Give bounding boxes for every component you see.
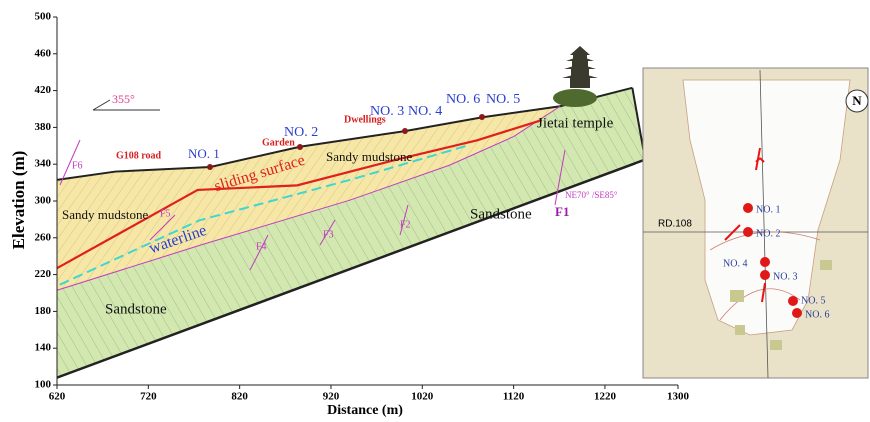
x-tick-label: 920: [323, 391, 340, 403]
map-point: [788, 296, 798, 306]
x-tick-label: 1300: [667, 391, 690, 403]
annotation: NO. 6: [446, 92, 480, 107]
y-tick-label: 340: [35, 158, 52, 170]
plot: sliding surfacewaterline1001401802202603…: [35, 11, 690, 403]
x-tick-label: 1220: [594, 391, 617, 403]
y-tick-label: 380: [35, 121, 52, 133]
map-point: [760, 270, 770, 280]
annotation: NO. 4: [408, 104, 442, 119]
y-tick-label: 260: [35, 231, 52, 243]
map-point: [743, 203, 753, 213]
x-tick-label: 620: [49, 391, 66, 403]
annotation: NO. 1: [188, 146, 220, 161]
site-marker: [297, 144, 303, 150]
y-tick-label: 300: [35, 195, 52, 207]
annotation: F3: [323, 229, 334, 240]
y-tick-label: 140: [35, 342, 52, 354]
map-point: [743, 227, 753, 237]
annotation: Sandstone: [105, 301, 167, 317]
annotation: Jietai temple: [537, 115, 614, 131]
annotation: F4: [256, 241, 267, 252]
map-point-label: NO. 6: [805, 309, 829, 320]
annotation: NO. 3: [370, 104, 404, 119]
y-tick-label: 420: [35, 84, 52, 96]
map-point-label: NO. 1: [756, 204, 780, 215]
site-marker: [479, 114, 485, 120]
figure: sliding surfacewaterline1001401802202603…: [0, 0, 870, 422]
annotation: Sandy mudstone: [326, 149, 413, 164]
annotation: Sandstone: [470, 206, 532, 222]
y-tick-label: 100: [35, 379, 52, 391]
north-arrow: N: [852, 93, 862, 108]
map-point-label: NO. 4: [723, 258, 747, 269]
annotation: F2: [400, 219, 411, 230]
annotation: 355°: [112, 92, 135, 106]
annotation: NE70° /SE85°: [565, 190, 618, 200]
map-point-label: NO. 3: [773, 271, 797, 282]
map-point-label: NO. 5: [801, 295, 825, 306]
map-point: [760, 257, 770, 267]
map-inset: N RD.108: [643, 68, 868, 378]
x-axis-label: Distance (m): [327, 403, 403, 418]
annotation: NO. 5: [486, 92, 520, 107]
y-tick-label: 460: [35, 47, 52, 59]
site-marker: [207, 164, 213, 170]
site-marker: [402, 128, 408, 134]
annotation: F5: [160, 208, 171, 219]
annotation: NO. 2: [284, 125, 318, 140]
x-tick-label: 1020: [411, 391, 434, 403]
x-tick-label: 1120: [503, 391, 525, 403]
road-label: RD.108: [658, 219, 692, 230]
annotation: Sandy mudstone: [62, 207, 149, 222]
x-tick-label: 720: [140, 391, 157, 403]
y-axis-label: Elevation (m): [9, 151, 28, 250]
annotation: F1: [555, 204, 569, 219]
y-tick-label: 180: [35, 305, 52, 317]
y-tick-label: 500: [35, 11, 52, 23]
annotation: G108 road: [116, 150, 162, 161]
y-tick-label: 220: [35, 268, 52, 280]
map-point-label: NO. 2: [756, 228, 780, 239]
map-point: [792, 308, 802, 318]
temple-icon: [553, 46, 598, 107]
x-tick-label: 820: [231, 391, 248, 403]
annotation: F6: [72, 160, 83, 171]
